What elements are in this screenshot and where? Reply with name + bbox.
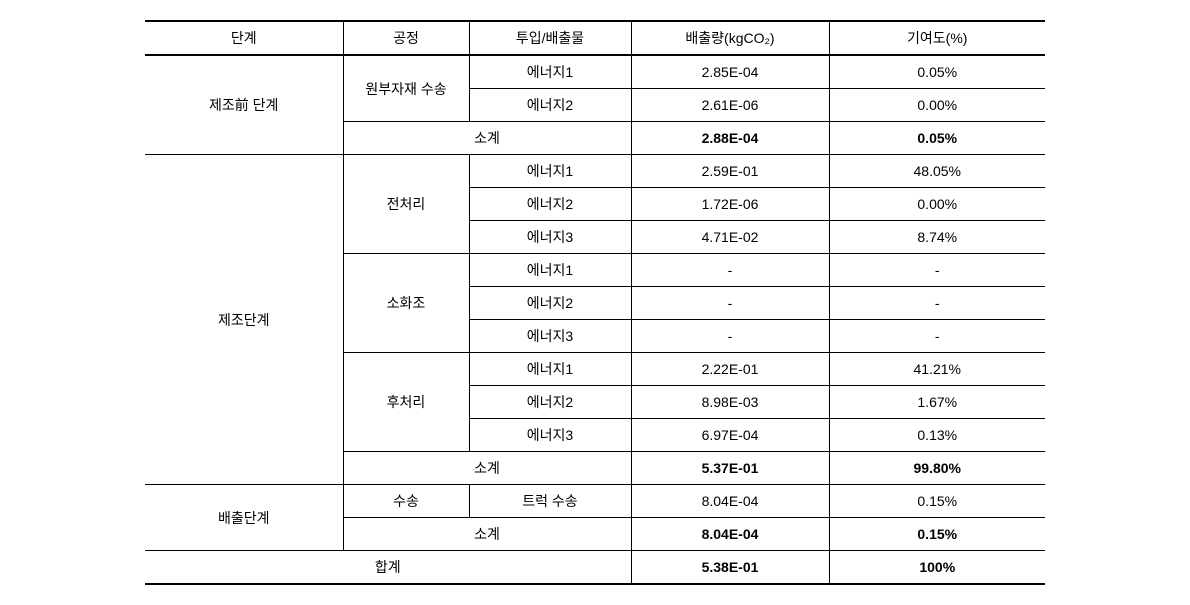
- header-emission: 배출량(kgCO₂): [631, 21, 829, 55]
- cell-contribution: 1.67%: [829, 386, 1045, 419]
- emission-table: 단계 공정 투입/배출물 배출량(kgCO₂) 기여도(%) 제조前 단계 원부…: [145, 20, 1045, 585]
- cell-emission: 8.04E-04: [631, 518, 829, 551]
- cell-contribution: 48.05%: [829, 155, 1045, 188]
- cell-contribution: 0.05%: [829, 122, 1045, 155]
- cell-emission: 5.37E-01: [631, 452, 829, 485]
- cell-emission: 2.88E-04: [631, 122, 829, 155]
- cell-subtotal-label: 소계: [343, 122, 631, 155]
- process-pretreatment: 전처리: [343, 155, 469, 254]
- cell-contribution: 99.80%: [829, 452, 1045, 485]
- cell-subtotal-label: 소계: [343, 518, 631, 551]
- cell-emission: -: [631, 254, 829, 287]
- cell-emission: 1.72E-06: [631, 188, 829, 221]
- header-process: 공정: [343, 21, 469, 55]
- process-rawtransport: 원부자재 수송: [343, 55, 469, 122]
- cell-input: 에너지1: [469, 155, 631, 188]
- header-contribution: 기여도(%): [829, 21, 1045, 55]
- cell-emission: 8.04E-04: [631, 485, 829, 518]
- cell-contribution: -: [829, 320, 1045, 353]
- cell-contribution: 0.00%: [829, 188, 1045, 221]
- cell-input: 트럭 수송: [469, 485, 631, 518]
- total-row: 합계 5.38E-01 100%: [145, 551, 1045, 585]
- cell-input: 에너지3: [469, 419, 631, 452]
- cell-contribution: 100%: [829, 551, 1045, 585]
- cell-emission: 6.97E-04: [631, 419, 829, 452]
- cell-contribution: 0.13%: [829, 419, 1045, 452]
- stage-mfg: 제조단계: [145, 155, 343, 485]
- cell-input: 에너지2: [469, 89, 631, 122]
- header-row: 단계 공정 투입/배출물 배출량(kgCO₂) 기여도(%): [145, 21, 1045, 55]
- cell-contribution: 0.00%: [829, 89, 1045, 122]
- header-stage: 단계: [145, 21, 343, 55]
- header-input: 투입/배출물: [469, 21, 631, 55]
- cell-input: 에너지2: [469, 287, 631, 320]
- process-digester: 소화조: [343, 254, 469, 353]
- cell-emission: -: [631, 287, 829, 320]
- cell-emission: 4.71E-02: [631, 221, 829, 254]
- stage-premfg: 제조前 단계: [145, 55, 343, 155]
- cell-contribution: 0.15%: [829, 485, 1045, 518]
- cell-contribution: 8.74%: [829, 221, 1045, 254]
- cell-input: 에너지1: [469, 353, 631, 386]
- cell-contribution: 0.05%: [829, 55, 1045, 89]
- cell-input: 에너지1: [469, 55, 631, 89]
- stage-emission: 배출단계: [145, 485, 343, 551]
- cell-emission: 2.61E-06: [631, 89, 829, 122]
- cell-contribution: -: [829, 287, 1045, 320]
- process-transport: 수송: [343, 485, 469, 518]
- cell-input: 에너지3: [469, 320, 631, 353]
- cell-subtotal-label: 소계: [343, 452, 631, 485]
- table-row: 배출단계 수송 트럭 수송 8.04E-04 0.15%: [145, 485, 1045, 518]
- cell-emission: 8.98E-03: [631, 386, 829, 419]
- cell-emission: 5.38E-01: [631, 551, 829, 585]
- cell-contribution: -: [829, 254, 1045, 287]
- table-row: 제조前 단계 원부자재 수송 에너지1 2.85E-04 0.05%: [145, 55, 1045, 89]
- cell-input: 에너지1: [469, 254, 631, 287]
- cell-input: 에너지3: [469, 221, 631, 254]
- cell-emission: 2.85E-04: [631, 55, 829, 89]
- cell-input: 에너지2: [469, 188, 631, 221]
- cell-contribution: 0.15%: [829, 518, 1045, 551]
- table-row: 제조단계 전처리 에너지1 2.59E-01 48.05%: [145, 155, 1045, 188]
- cell-emission: -: [631, 320, 829, 353]
- process-posttreatment: 후처리: [343, 353, 469, 452]
- cell-total-label: 합계: [145, 551, 631, 585]
- cell-emission: 2.59E-01: [631, 155, 829, 188]
- cell-emission: 2.22E-01: [631, 353, 829, 386]
- cell-contribution: 41.21%: [829, 353, 1045, 386]
- cell-input: 에너지2: [469, 386, 631, 419]
